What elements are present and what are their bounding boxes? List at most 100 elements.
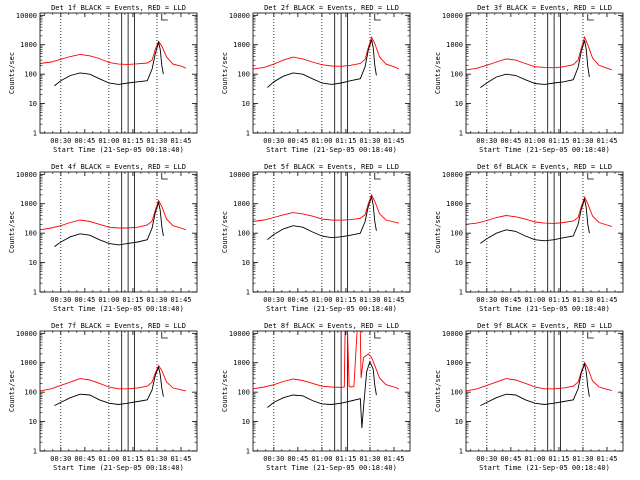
x-axis-label: Start Time (21-Sep-05 00:18:40) (266, 305, 397, 313)
x-tick-label: 01:15 (122, 137, 143, 145)
y-tick-label: 1000 (446, 359, 463, 367)
y-tick-label: 10 (242, 100, 250, 108)
plot-frame (39, 171, 198, 293)
y-tick-label: 10000 (16, 171, 37, 179)
y-tick-label: 100 (237, 71, 250, 79)
panel-title: Det 3f BLACK = Events, RED = LLD (477, 4, 612, 12)
detector-panel: Det 5f BLACK = Events, RED = LLD Start Ti… (221, 163, 411, 313)
y-tick-label: 1 (246, 289, 250, 297)
panel-title: Det 6f BLACK = Events, RED = LLD (477, 163, 612, 171)
x-tick-label: 01:00 (524, 455, 545, 463)
y-axis-label: Counts/sec (221, 370, 229, 412)
x-tick-label: 00:45 (287, 455, 308, 463)
plot-frame (252, 330, 411, 452)
x-tick-label: 01:15 (335, 455, 356, 463)
y-tick-label: 1000 (20, 41, 37, 49)
y-tick-label: 1 (459, 130, 463, 138)
flare-bracket-mark (161, 173, 168, 180)
x-axis-label: Start Time (21-Sep-05 00:18:40) (53, 146, 184, 154)
detector-panel: Det 2f BLACK = Events, RED = LLD Start Ti… (221, 4, 411, 154)
panel-title: Det 2f BLACK = Events, RED = LLD (264, 4, 399, 12)
y-axis-label: Counts/sec (434, 370, 442, 412)
y-tick-label: 100 (24, 389, 37, 397)
lld-series-line (466, 35, 612, 71)
x-tick-label: 00:45 (74, 455, 95, 463)
y-tick-label: 10000 (16, 12, 37, 20)
y-tick-label: 10000 (442, 171, 463, 179)
lld-series-line (253, 331, 399, 390)
x-tick-label: 01:45 (170, 455, 191, 463)
flare-bracket-mark (374, 173, 381, 180)
y-axis-label: Counts/sec (221, 52, 229, 94)
detector-panel: Det 9f BLACK = Events, RED = LLD Start Ti… (434, 322, 624, 472)
x-axis-label: Start Time (21-Sep-05 00:18:40) (479, 464, 610, 472)
detector-panel: Det 1f BLACK = Events, RED = LLD Start Ti… (8, 4, 198, 154)
y-tick-label: 100 (450, 71, 463, 79)
x-tick-label: 01:00 (311, 296, 332, 304)
panel-title: Det 5f BLACK = Events, RED = LLD (264, 163, 399, 171)
y-tick-label: 1 (246, 130, 250, 138)
plot-frame (465, 171, 624, 293)
x-tick-label: 01:15 (335, 296, 356, 304)
x-tick-label: 01:00 (524, 296, 545, 304)
events-series-line (54, 40, 164, 87)
y-axis-label: Counts/sec (434, 52, 442, 94)
x-tick-label: 01:45 (383, 455, 404, 463)
x-tick-label: 01:45 (596, 137, 617, 145)
x-tick-label: 01:30 (146, 296, 167, 304)
x-tick-label: 00:30 (50, 137, 71, 145)
y-tick-label: 10 (29, 418, 37, 426)
y-tick-label: 10 (29, 259, 37, 267)
x-tick-label: 01:45 (596, 296, 617, 304)
x-tick-label: 00:45 (74, 137, 95, 145)
lld-series-line (466, 361, 612, 392)
y-tick-label: 10 (242, 259, 250, 267)
x-tick-label: 01:30 (572, 455, 593, 463)
x-tick-label: 00:30 (263, 296, 284, 304)
flare-bracket-mark (161, 14, 168, 21)
x-tick-label: 00:45 (287, 137, 308, 145)
y-tick-label: 10 (455, 418, 463, 426)
x-tick-label: 01:00 (311, 455, 332, 463)
x-tick-label: 00:30 (50, 296, 71, 304)
events-series-line (480, 40, 590, 88)
flare-bracket-mark (587, 173, 594, 180)
x-tick-label: 01:45 (383, 296, 404, 304)
events-series-line (267, 39, 377, 88)
plot-frame (39, 330, 198, 452)
events-series-line (54, 365, 164, 407)
y-tick-label: 1 (459, 289, 463, 297)
y-tick-label: 1000 (233, 359, 250, 367)
y-tick-label: 1000 (446, 41, 463, 49)
x-axis-label: Start Time (21-Sep-05 00:18:40) (479, 305, 610, 313)
panel-title: Det 1f BLACK = Events, RED = LLD (51, 4, 186, 12)
flare-bracket-mark (587, 14, 594, 21)
lld-series-line (40, 364, 186, 392)
y-tick-label: 100 (24, 230, 37, 238)
y-tick-label: 10000 (229, 330, 250, 338)
flare-bracket-mark (374, 14, 381, 21)
x-tick-label: 01:15 (548, 455, 569, 463)
y-tick-label: 1 (33, 289, 37, 297)
lld-series-line (466, 195, 612, 227)
x-tick-label: 01:00 (98, 455, 119, 463)
x-tick-label: 00:30 (476, 455, 497, 463)
y-tick-label: 1 (459, 448, 463, 456)
y-tick-label: 10 (455, 259, 463, 267)
y-tick-label: 1000 (233, 200, 250, 208)
x-tick-label: 01:00 (98, 137, 119, 145)
x-tick-label: 01:15 (548, 296, 569, 304)
y-tick-label: 10000 (229, 171, 250, 179)
x-tick-label: 01:00 (524, 137, 545, 145)
detector-panel: Det 6f BLACK = Events, RED = LLD Start Ti… (434, 163, 624, 313)
x-axis-label: Start Time (21-Sep-05 00:18:40) (479, 146, 610, 154)
x-tick-label: 01:15 (122, 296, 143, 304)
plot-frame (465, 12, 624, 134)
x-tick-label: 01:00 (311, 137, 332, 145)
y-tick-label: 100 (24, 71, 37, 79)
x-tick-label: 01:45 (170, 137, 191, 145)
y-tick-label: 1000 (233, 41, 250, 49)
x-tick-label: 01:15 (335, 137, 356, 145)
x-tick-label: 00:45 (500, 455, 521, 463)
